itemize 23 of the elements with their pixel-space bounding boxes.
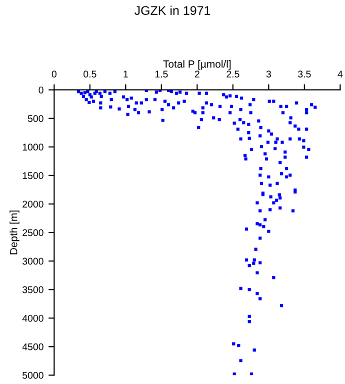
x-tick-label: 0.5 (84, 70, 96, 78)
y-tick-label: 4500 (22, 343, 44, 350)
y-tick-label: 4000 (22, 314, 44, 322)
x-tick-label: 4 (338, 70, 343, 78)
y-tick-label: 2500 (22, 229, 44, 236)
x-tick-label: 2 (194, 70, 200, 78)
y-tick-label: 1500 (22, 172, 44, 180)
y-tick-label: 3000 (22, 258, 44, 265)
x-tick-label: 2.5 (226, 70, 240, 78)
y-tick-label: 1000 (22, 144, 44, 151)
y-axis-title: Depth [m] (10, 210, 20, 254)
y-tick-label: 5000 (22, 372, 44, 379)
x-tick-label: 0 (52, 70, 56, 78)
x-axis-title: Total P [µmol/l] (163, 60, 231, 70)
x-tick-label: 1.5 (155, 70, 168, 78)
x-tick-label: 3 (266, 70, 271, 78)
chart-title: JGZK in 1971 (134, 6, 210, 15)
y-tick-label: 2000 (22, 200, 44, 208)
y-tick-label: 3500 (22, 286, 44, 294)
x-tick-label: 1 (124, 70, 128, 78)
y-tick-label: 0 (38, 86, 44, 94)
x-tick-label: 3.5 (298, 70, 311, 78)
y-tick-label: 500 (28, 115, 44, 122)
